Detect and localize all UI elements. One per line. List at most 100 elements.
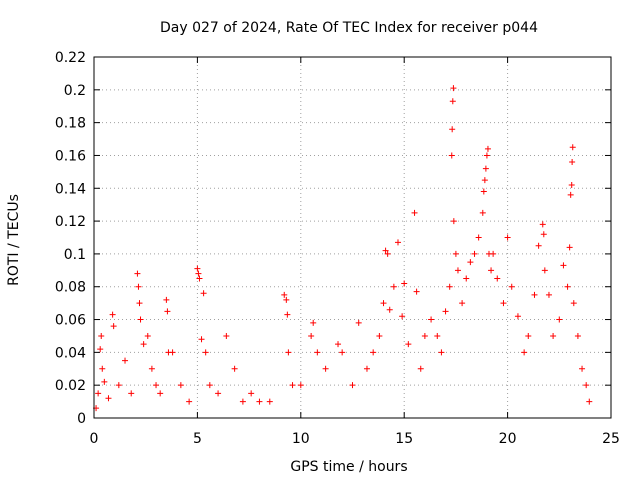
data-point — [97, 346, 104, 353]
data-point — [583, 382, 590, 389]
data-point — [566, 244, 573, 251]
data-point — [105, 395, 112, 402]
data-point — [438, 349, 445, 356]
data-point — [310, 319, 317, 326]
data-point — [376, 332, 383, 339]
data-point — [467, 259, 474, 266]
x-axis-ticks: 0 5 10 15 20 25 — [90, 57, 620, 447]
data-point — [248, 390, 255, 397]
plot-frame — [93, 56, 612, 419]
data-point — [539, 221, 546, 228]
y-tick-label: 0.12 — [55, 214, 86, 230]
data-point — [122, 357, 129, 364]
data-point — [574, 332, 581, 339]
data-point — [401, 280, 408, 287]
data-point — [135, 283, 142, 290]
data-point — [484, 145, 491, 152]
y-tick-label: 0.16 — [55, 148, 86, 164]
data-point — [482, 165, 489, 172]
data-point — [479, 209, 486, 216]
data-point — [194, 265, 201, 272]
y-tick-label: 0.04 — [55, 345, 86, 361]
data-point — [475, 234, 482, 241]
data-point — [382, 247, 389, 254]
data-point — [463, 275, 470, 282]
data-point — [449, 98, 456, 105]
data-point — [164, 308, 171, 315]
data-point — [98, 332, 105, 339]
data-point — [384, 250, 391, 257]
data-point — [281, 291, 288, 298]
data-point — [434, 332, 441, 339]
data-point — [421, 332, 428, 339]
y-tick-label: 0 — [77, 411, 86, 427]
data-point — [128, 390, 135, 397]
data-point — [153, 382, 160, 389]
data-point — [285, 349, 292, 356]
data-point — [215, 390, 222, 397]
data-point — [514, 313, 521, 320]
data-point — [541, 267, 548, 274]
data-point — [95, 390, 102, 397]
data-point — [157, 390, 164, 397]
y-tick-label: 0.06 — [55, 313, 86, 329]
data-point — [471, 250, 478, 257]
data-point — [454, 267, 461, 274]
data-point — [134, 270, 141, 277]
data-point — [200, 290, 207, 297]
data-point — [283, 296, 290, 303]
data-point — [399, 313, 406, 320]
x-tick-label: 20 — [499, 431, 517, 447]
data-point — [177, 382, 184, 389]
data-point — [99, 365, 106, 372]
data-point — [586, 398, 593, 405]
chart-title: Day 027 of 2024, Rate Of TEC Index for r… — [160, 20, 538, 36]
data-point — [206, 382, 213, 389]
y-tick-label: 0.14 — [55, 181, 86, 197]
data-point — [284, 311, 291, 318]
data-point — [417, 365, 424, 372]
data-point — [480, 188, 487, 195]
x-tick-label: 5 — [193, 431, 202, 447]
data-point — [521, 349, 528, 356]
data-point — [231, 365, 238, 372]
data-point — [569, 159, 576, 166]
data-point — [335, 341, 342, 348]
data-point — [370, 349, 377, 356]
data-point — [569, 144, 576, 151]
data-point — [579, 365, 586, 372]
data-point — [169, 349, 176, 356]
x-tick-label: 25 — [602, 431, 620, 447]
data-point — [101, 378, 108, 385]
data-point — [448, 152, 455, 159]
data-point — [256, 398, 263, 405]
data-point — [405, 341, 412, 348]
y-axis-ticks: 0 0.02 0.04 0.06 0.08 0.1 0.12 0.14 0.16 0.18 0.2 0… — [55, 50, 611, 427]
data-point — [490, 250, 497, 257]
data-point — [186, 398, 193, 405]
data-point — [163, 296, 170, 303]
data-point — [442, 308, 449, 315]
data-point — [450, 85, 457, 92]
y-tick-label: 0.02 — [55, 378, 86, 394]
data-point — [339, 349, 346, 356]
x-tick-label: 15 — [395, 431, 413, 447]
x-tick-label: 10 — [292, 431, 310, 447]
data-point — [446, 283, 453, 290]
data-point — [525, 332, 532, 339]
data-point — [115, 382, 122, 389]
data-point — [314, 349, 321, 356]
data-point — [449, 126, 456, 133]
data-point — [531, 291, 538, 298]
data-point — [394, 239, 401, 246]
x-axis-label: GPS time / hours — [290, 459, 407, 475]
data-point — [297, 382, 304, 389]
y-tick-label: 0.2 — [64, 83, 86, 99]
data-point — [500, 300, 507, 307]
data-point — [564, 283, 571, 290]
y-tick-label: 0.22 — [55, 50, 86, 66]
data-point — [481, 177, 488, 184]
y-tick-label: 0.1 — [64, 247, 86, 263]
data-point — [289, 382, 296, 389]
data-point — [452, 250, 459, 257]
